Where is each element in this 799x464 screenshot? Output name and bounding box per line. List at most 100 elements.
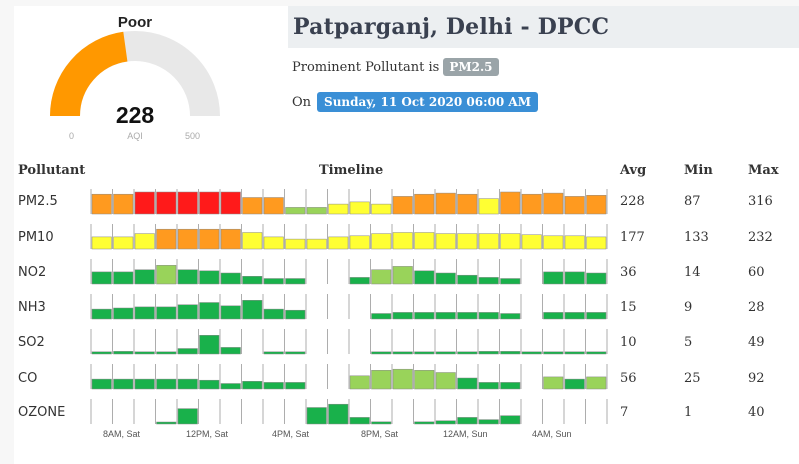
- timeline-bar-nh3[interactable]: [156, 306, 177, 320]
- timeline-bar-pm10[interactable]: [521, 234, 542, 250]
- timeline-bar-so2[interactable]: [156, 351, 177, 355]
- timeline-bar-no2[interactable]: [349, 277, 370, 285]
- timeline-bar-no2[interactable]: [500, 278, 521, 285]
- timeline-bar-ozone[interactable]: [414, 421, 435, 425]
- timeline-bar-pm25[interactable]: [199, 191, 220, 215]
- timeline-bar-pm25[interactable]: [457, 193, 478, 215]
- timeline-bar-no2[interactable]: [371, 269, 392, 285]
- timeline-bar-nh3[interactable]: [543, 312, 564, 320]
- timeline-bar-pm25[interactable]: [156, 191, 177, 215]
- timeline-bar-ozone[interactable]: [177, 408, 198, 425]
- timeline-bar-co[interactable]: [91, 378, 112, 390]
- timeline-bar-pm25[interactable]: [263, 197, 284, 215]
- timeline-bar-pm10[interactable]: [392, 232, 413, 250]
- timeline-bar-pm25[interactable]: [306, 207, 327, 215]
- timeline-bar-pm10[interactable]: [199, 228, 220, 250]
- timeline-bar-nh3[interactable]: [285, 309, 306, 320]
- timeline-bar-ozone[interactable]: [435, 420, 456, 425]
- timeline-bar-ozone[interactable]: [457, 417, 478, 425]
- timeline-bar-ozone[interactable]: [156, 421, 177, 425]
- timeline-bar-pm10[interactable]: [564, 235, 585, 250]
- timeline-bar-pm10[interactable]: [156, 228, 177, 250]
- timeline-bar-nh3[interactable]: [500, 313, 521, 320]
- timeline-bar-nh3[interactable]: [113, 307, 134, 320]
- timeline-bar-no2[interactable]: [177, 269, 198, 285]
- timeline-bar-so2[interactable]: [134, 351, 155, 355]
- timeline-bar-nh3[interactable]: [199, 302, 220, 320]
- timeline-bar-no2[interactable]: [392, 266, 413, 285]
- timeline-bar-so2[interactable]: [564, 351, 585, 355]
- timeline-bar-no2[interactable]: [91, 271, 112, 285]
- timeline-bar-pm25[interactable]: [435, 192, 456, 215]
- timeline-bar-pm10[interactable]: [414, 232, 435, 250]
- timeline-bar-pm25[interactable]: [220, 191, 241, 215]
- timeline-bar-pm10[interactable]: [177, 228, 198, 250]
- timeline-bar-nh3[interactable]: [242, 300, 263, 320]
- timeline-bar-so2[interactable]: [392, 351, 413, 355]
- timeline-bar-nh3[interactable]: [371, 313, 392, 320]
- timeline-bar-no2[interactable]: [156, 265, 177, 285]
- timeline-bar-nh3[interactable]: [564, 312, 585, 320]
- timeline-bar-so2[interactable]: [199, 335, 220, 355]
- timeline-bar-pm10[interactable]: [457, 233, 478, 250]
- timeline-bar-nh3[interactable]: [457, 312, 478, 320]
- timeline-bar-so2[interactable]: [220, 347, 241, 355]
- timeline-bar-pm25[interactable]: [91, 193, 112, 215]
- timeline-bar-nh3[interactable]: [435, 312, 456, 320]
- timeline-bar-so2[interactable]: [91, 351, 112, 355]
- timeline-bar-nh3[interactable]: [392, 312, 413, 320]
- timeline-bar-nh3[interactable]: [134, 306, 155, 320]
- timeline-bar-co[interactable]: [263, 382, 284, 390]
- timeline-bar-pm10[interactable]: [500, 233, 521, 250]
- timeline-bar-pm10[interactable]: [543, 235, 564, 250]
- timeline-bar-so2[interactable]: [285, 351, 306, 355]
- timeline-bar-co[interactable]: [156, 378, 177, 390]
- timeline-bar-so2[interactable]: [435, 351, 456, 355]
- timeline-bar-nh3[interactable]: [177, 304, 198, 320]
- timeline-bar-co[interactable]: [478, 382, 499, 390]
- timeline-bar-pm10[interactable]: [285, 238, 306, 250]
- timeline-bar-no2[interactable]: [478, 277, 499, 285]
- timeline-bar-no2[interactable]: [113, 271, 134, 285]
- timeline-bar-ozone[interactable]: [478, 419, 499, 425]
- timeline-bar-pm10[interactable]: [263, 236, 284, 250]
- timeline-bar-pm25[interactable]: [586, 195, 607, 215]
- timeline-bar-co[interactable]: [435, 372, 456, 390]
- timeline-bar-pm25[interactable]: [414, 193, 435, 215]
- timeline-bar-no2[interactable]: [285, 278, 306, 285]
- timeline-bar-no2[interactable]: [586, 272, 607, 285]
- timeline-bar-nh3[interactable]: [263, 308, 284, 320]
- timeline-bar-pm25[interactable]: [242, 197, 263, 215]
- timeline-bar-pm10[interactable]: [328, 236, 349, 250]
- timeline-bar-pm10[interactable]: [134, 233, 155, 250]
- timeline-bar-no2[interactable]: [199, 270, 220, 285]
- timeline-bar-co[interactable]: [414, 370, 435, 390]
- timeline-bar-nh3[interactable]: [220, 305, 241, 320]
- timeline-bar-so2[interactable]: [521, 351, 542, 355]
- timeline-bar-pm25[interactable]: [543, 192, 564, 215]
- timeline-bar-co[interactable]: [177, 378, 198, 390]
- timeline-bar-pm10[interactable]: [371, 233, 392, 250]
- timeline-bar-ozone[interactable]: [306, 407, 327, 425]
- timeline-bar-so2[interactable]: [177, 348, 198, 355]
- timeline-bar-pm25[interactable]: [500, 191, 521, 215]
- timeline-bar-pm10[interactable]: [220, 228, 241, 250]
- timeline-bar-pm10[interactable]: [478, 233, 499, 250]
- timeline-bar-pm25[interactable]: [328, 203, 349, 215]
- timeline-bar-pm25[interactable]: [285, 207, 306, 215]
- timeline-bar-pm25[interactable]: [371, 203, 392, 215]
- timeline-bar-so2[interactable]: [586, 351, 607, 355]
- timeline-bar-co[interactable]: [349, 375, 370, 390]
- timeline-bar-no2[interactable]: [435, 272, 456, 285]
- timeline-bar-pm10[interactable]: [435, 233, 456, 250]
- timeline-bar-co[interactable]: [199, 379, 220, 390]
- timeline-bar-pm10[interactable]: [91, 236, 112, 250]
- timeline-bar-ozone[interactable]: [328, 403, 349, 425]
- timeline-bar-so2[interactable]: [457, 351, 478, 355]
- timeline-bar-pm10[interactable]: [242, 232, 263, 250]
- timeline-bar-ozone[interactable]: [500, 415, 521, 425]
- timeline-bar-pm25[interactable]: [478, 198, 499, 215]
- timeline-bar-co[interactable]: [285, 382, 306, 390]
- timeline-bar-pm25[interactable]: [134, 191, 155, 215]
- timeline-bar-so2[interactable]: [263, 351, 284, 355]
